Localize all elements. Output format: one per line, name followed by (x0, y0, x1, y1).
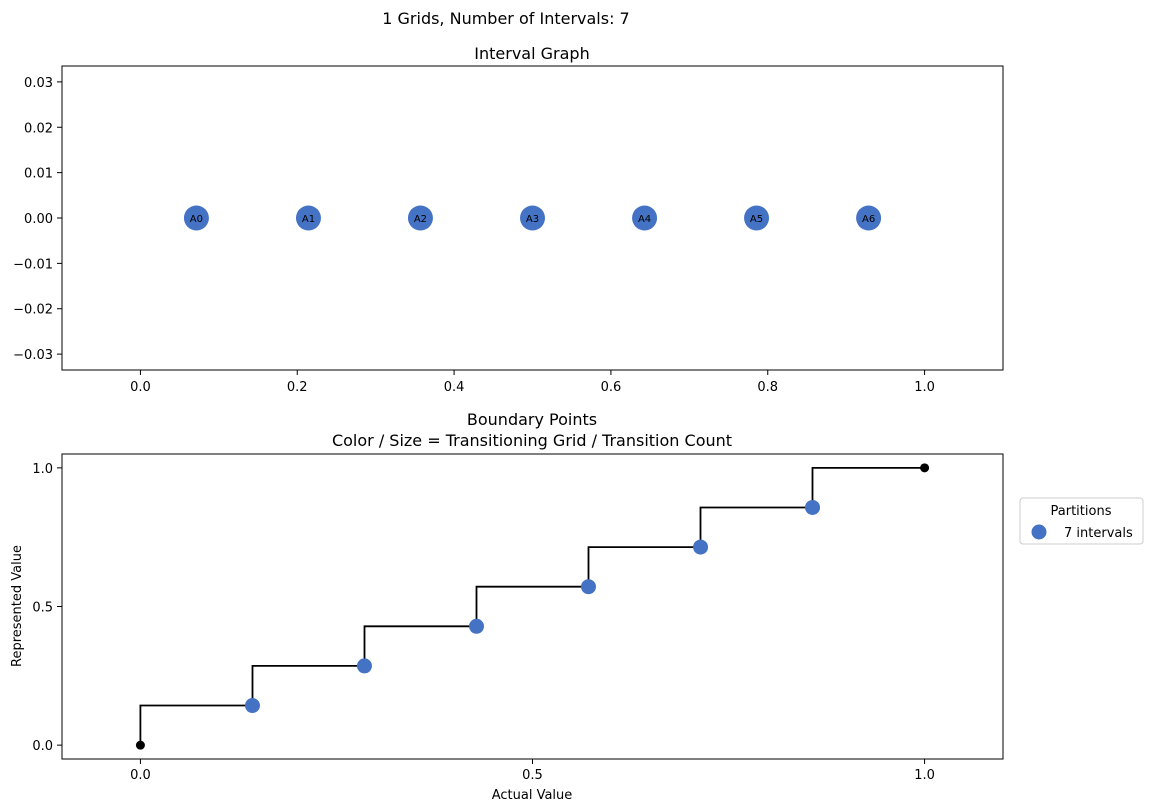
figure-suptitle: 1 Grids, Number of Intervals: 7 (382, 9, 629, 28)
legend-title: Partitions (1051, 504, 1112, 519)
legend-entry-label: 7 intervals (1064, 526, 1133, 541)
y-tick-label: 0.01 (24, 167, 53, 182)
interval-node-label: A3 (526, 214, 539, 225)
boundary-point (356, 658, 372, 674)
y-tick-label: 0.5 (32, 601, 53, 616)
interval-graph-title: Interval Graph (474, 44, 589, 63)
interval-node-label: A5 (750, 214, 763, 225)
y-axis-title: Represented Value (10, 545, 25, 667)
y-tick-label: −0.02 (13, 303, 53, 318)
y-tick-label: 0.02 (24, 121, 53, 136)
boundary-points-panel: Boundary Points Color / Size = Transitio… (10, 410, 1144, 803)
interval-graph-plot-frame (61, 65, 1004, 371)
legend: Partitions 7 intervals (1019, 497, 1144, 545)
x-tick-label: 0.4 (444, 380, 465, 395)
interval-node: A3 (520, 205, 545, 231)
x-tick-label: 1.0 (914, 768, 935, 783)
y-tick-label: 0.00 (24, 212, 53, 227)
y-tick-label: 1.0 (32, 462, 53, 477)
y-tick-label: 0.0 (32, 739, 53, 754)
interval-node: A2 (407, 205, 433, 231)
step-line (139, 467, 925, 746)
x-tick-label: 0.2 (287, 380, 308, 395)
x-tick-label: 0.0 (130, 768, 151, 783)
boundary-points-subtitle: Color / Size = Transitioning Grid / Tran… (332, 431, 732, 450)
y-tick-label: −0.03 (13, 348, 53, 363)
boundary-point (805, 499, 821, 515)
interval-node-label: A1 (302, 214, 315, 225)
x-tick-label: 0.6 (601, 380, 622, 395)
x-tick-label: 0.5 (522, 768, 543, 783)
interval-node-circle (632, 205, 658, 231)
endpoint-marker (135, 740, 145, 750)
legend-marker (1031, 524, 1047, 540)
interval-node: A6 (856, 205, 882, 231)
interval-node-label: A4 (638, 214, 651, 225)
x-tick-label: 1.0 (914, 380, 935, 395)
boundary-points-title: Boundary Points (467, 410, 597, 429)
interval-node-circle (744, 205, 770, 231)
boundary-point (580, 579, 596, 595)
interval-node: A4 (632, 205, 658, 231)
interval-node: A0 (183, 205, 209, 231)
interval-node-label: A2 (414, 214, 427, 225)
boundary-point (469, 618, 485, 634)
boundary-point (244, 698, 260, 714)
legend-box (1019, 497, 1144, 545)
boundary-points-plot-frame (61, 453, 1004, 760)
interval-node: A1 (295, 205, 321, 231)
interval-node: A5 (744, 205, 770, 231)
interval-node-label: A0 (190, 214, 203, 225)
interval-node-circle (295, 205, 321, 231)
x-tick-label: 0.0 (130, 380, 151, 395)
interval-node-label: A6 (862, 214, 875, 225)
interval-node-circle (520, 205, 545, 231)
interval-node-circle (407, 205, 433, 231)
x-axis-title: Actual Value (492, 788, 573, 803)
boundary-point (693, 539, 709, 555)
interval-graph-panel: Interval Graph 0.0 0.2 0.4 0.6 0.8 1.0 0.03 0.… (13, 44, 1004, 395)
endpoint-marker (920, 463, 930, 473)
x-tick-label: 0.8 (757, 380, 778, 395)
y-tick-label: 0.03 (24, 76, 53, 91)
interval-node-circle (856, 205, 882, 231)
interval-node-circle (183, 205, 209, 231)
y-tick-label: −0.01 (13, 257, 53, 272)
